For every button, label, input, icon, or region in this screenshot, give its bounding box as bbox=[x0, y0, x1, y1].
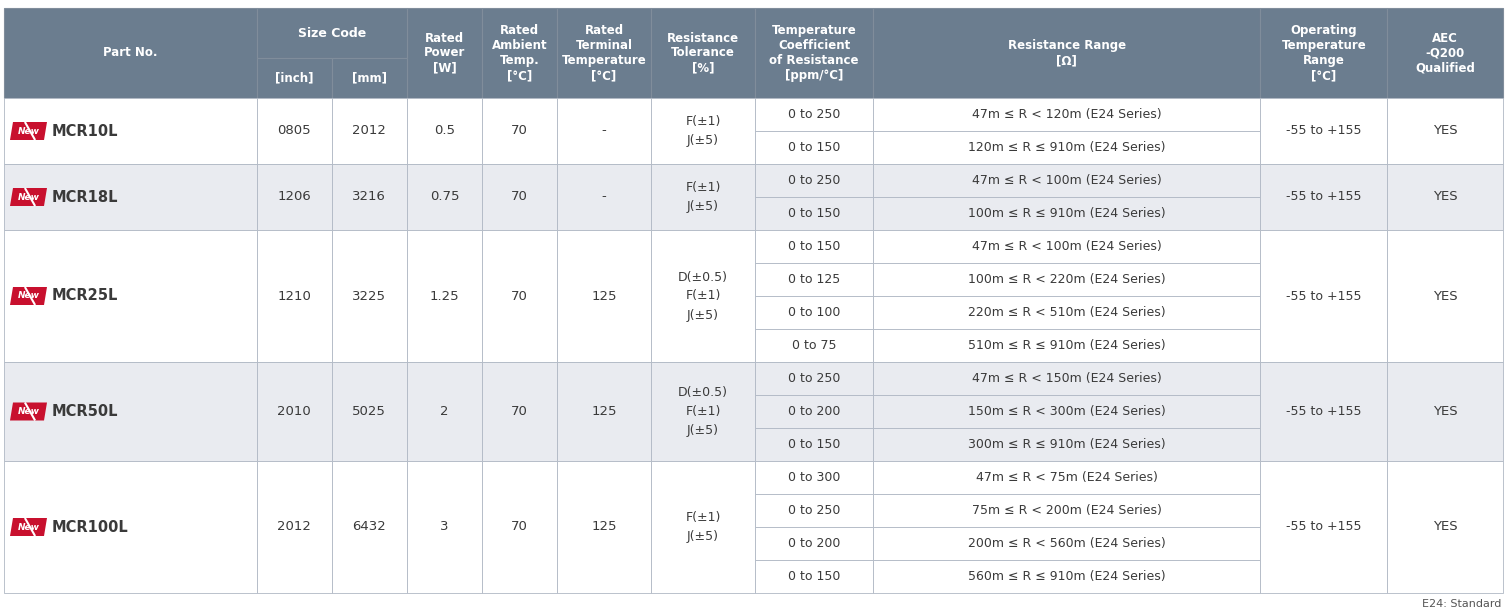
Bar bbox=[874, 131, 1260, 164]
Text: -: - bbox=[601, 191, 606, 204]
Text: 1210: 1210 bbox=[277, 289, 312, 302]
Text: 1.25: 1.25 bbox=[429, 289, 460, 302]
Text: 47m ≤ R < 100m (E24 Series): 47m ≤ R < 100m (E24 Series) bbox=[972, 240, 1162, 253]
Bar bbox=[651, 98, 755, 164]
Text: 47m ≤ R < 100m (E24 Series): 47m ≤ R < 100m (E24 Series) bbox=[972, 174, 1162, 187]
Bar bbox=[407, 164, 482, 230]
Text: -55 to +155: -55 to +155 bbox=[1285, 191, 1362, 204]
Bar bbox=[1260, 164, 1388, 230]
Text: 300m ≤ R ≤ 910m (E24 Series): 300m ≤ R ≤ 910m (E24 Series) bbox=[967, 438, 1166, 451]
Bar bbox=[332, 58, 407, 98]
Bar bbox=[558, 230, 651, 362]
Text: 0 to 250: 0 to 250 bbox=[788, 108, 841, 121]
Bar bbox=[1388, 8, 1502, 98]
Text: Rated
Power
[W]: Rated Power [W] bbox=[423, 31, 466, 75]
Bar bbox=[755, 527, 874, 560]
Text: 200m ≤ R < 560m (E24 Series): 200m ≤ R < 560m (E24 Series) bbox=[967, 537, 1166, 550]
Polygon shape bbox=[11, 518, 47, 536]
Text: 6432: 6432 bbox=[353, 520, 386, 533]
Bar bbox=[1388, 362, 1502, 461]
Text: Part No.: Part No. bbox=[102, 47, 158, 59]
Bar bbox=[482, 230, 558, 362]
Bar bbox=[755, 395, 874, 428]
Bar bbox=[755, 263, 874, 296]
Text: YES: YES bbox=[1433, 289, 1457, 302]
Text: 0 to 150: 0 to 150 bbox=[788, 240, 841, 253]
Text: 125: 125 bbox=[591, 405, 616, 418]
Text: MCR18L: MCR18L bbox=[53, 189, 119, 205]
Bar bbox=[5, 164, 256, 230]
Text: 70: 70 bbox=[511, 124, 527, 137]
Text: D(±0.5)
F(±1)
J(±5): D(±0.5) F(±1) J(±5) bbox=[678, 270, 728, 321]
Bar bbox=[256, 362, 332, 461]
Text: 560m ≤ R ≤ 910m (E24 Series): 560m ≤ R ≤ 910m (E24 Series) bbox=[967, 570, 1166, 583]
Text: 3: 3 bbox=[440, 520, 449, 533]
Text: New: New bbox=[18, 407, 39, 416]
Bar bbox=[482, 461, 558, 593]
Text: 5025: 5025 bbox=[353, 405, 386, 418]
Bar bbox=[482, 164, 558, 230]
Text: 0.5: 0.5 bbox=[434, 124, 455, 137]
Text: 510m ≤ R ≤ 910m (E24 Series): 510m ≤ R ≤ 910m (E24 Series) bbox=[967, 339, 1166, 352]
Text: [inch]: [inch] bbox=[274, 72, 313, 85]
Text: -55 to +155: -55 to +155 bbox=[1285, 289, 1362, 302]
Bar bbox=[407, 8, 482, 98]
Text: 2012: 2012 bbox=[353, 124, 386, 137]
Bar bbox=[407, 362, 482, 461]
Text: Resistance Range
[Ω]: Resistance Range [Ω] bbox=[1008, 39, 1126, 67]
Bar bbox=[874, 362, 1260, 395]
Bar bbox=[1260, 362, 1388, 461]
Bar bbox=[1260, 98, 1388, 164]
Bar bbox=[482, 362, 558, 461]
Bar bbox=[755, 362, 874, 395]
Text: 0 to 250: 0 to 250 bbox=[788, 174, 841, 187]
Bar bbox=[755, 329, 874, 362]
Text: YES: YES bbox=[1433, 520, 1457, 533]
Text: New: New bbox=[18, 292, 39, 300]
Polygon shape bbox=[11, 403, 47, 421]
Bar bbox=[874, 395, 1260, 428]
Text: 100m ≤ R < 220m (E24 Series): 100m ≤ R < 220m (E24 Series) bbox=[967, 273, 1166, 286]
Text: 0805: 0805 bbox=[277, 124, 310, 137]
Bar bbox=[1260, 8, 1388, 98]
Bar bbox=[482, 98, 558, 164]
Text: YES: YES bbox=[1433, 405, 1457, 418]
Bar bbox=[558, 362, 651, 461]
Bar bbox=[256, 230, 332, 362]
Bar bbox=[407, 98, 482, 164]
Bar bbox=[874, 8, 1260, 98]
Bar bbox=[874, 263, 1260, 296]
Text: -55 to +155: -55 to +155 bbox=[1285, 124, 1362, 137]
Bar bbox=[755, 296, 874, 329]
Text: 3225: 3225 bbox=[353, 289, 386, 302]
Bar bbox=[332, 98, 407, 164]
Text: -55 to +155: -55 to +155 bbox=[1285, 520, 1362, 533]
Text: 0 to 200: 0 to 200 bbox=[788, 405, 841, 418]
Text: 0.75: 0.75 bbox=[429, 191, 460, 204]
Text: New: New bbox=[18, 126, 39, 135]
Bar bbox=[558, 461, 651, 593]
Text: -55 to +155: -55 to +155 bbox=[1285, 405, 1362, 418]
Text: 0 to 200: 0 to 200 bbox=[788, 537, 841, 550]
Bar bbox=[332, 362, 407, 461]
Bar bbox=[874, 98, 1260, 131]
Polygon shape bbox=[11, 188, 47, 206]
Bar bbox=[755, 494, 874, 527]
Text: New: New bbox=[18, 522, 39, 531]
Text: New: New bbox=[18, 192, 39, 202]
Bar bbox=[1260, 230, 1388, 362]
Bar bbox=[755, 560, 874, 593]
Bar bbox=[874, 230, 1260, 263]
Text: 0 to 100: 0 to 100 bbox=[788, 306, 841, 319]
Bar bbox=[1388, 230, 1502, 362]
Bar bbox=[755, 197, 874, 230]
Bar bbox=[651, 461, 755, 593]
Bar bbox=[874, 197, 1260, 230]
Text: 0 to 250: 0 to 250 bbox=[788, 504, 841, 517]
Text: 0 to 150: 0 to 150 bbox=[788, 438, 841, 451]
Text: 1206: 1206 bbox=[277, 191, 310, 204]
Bar bbox=[651, 8, 755, 98]
Text: 125: 125 bbox=[591, 289, 616, 302]
Bar bbox=[874, 428, 1260, 461]
Text: Rated
Terminal
Temperature
[°C]: Rated Terminal Temperature [°C] bbox=[562, 24, 647, 82]
